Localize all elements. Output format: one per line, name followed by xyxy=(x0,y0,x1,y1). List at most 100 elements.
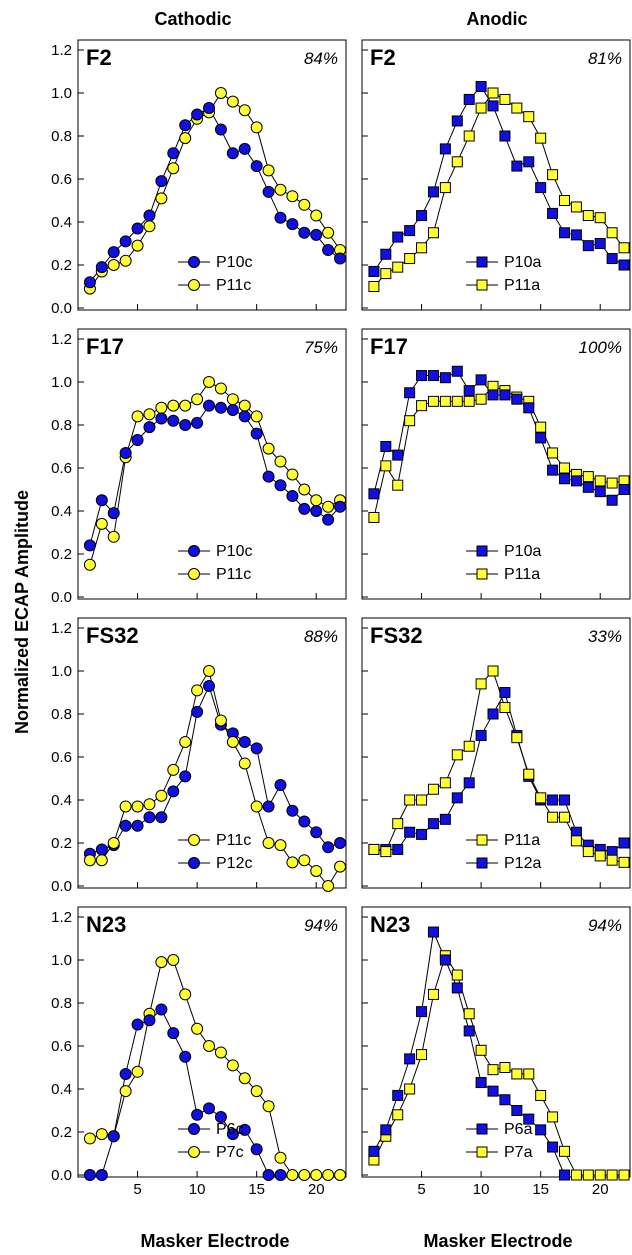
point-p10c xyxy=(95,494,108,507)
point-p10c xyxy=(238,142,251,155)
point-p7c xyxy=(83,1132,96,1145)
point-p7a xyxy=(416,1049,428,1061)
point-p10a xyxy=(392,231,404,243)
point-p10a xyxy=(463,93,475,105)
point-p7a xyxy=(558,1145,570,1157)
point-p11a xyxy=(618,242,630,254)
legend-marker xyxy=(188,279,200,291)
point-p10c xyxy=(155,175,168,188)
point-p11a xyxy=(558,195,570,206)
point-p10c xyxy=(322,513,335,526)
point-p10a xyxy=(535,432,547,444)
point-p7c xyxy=(274,1151,287,1164)
point-p6a xyxy=(475,1077,487,1089)
point-p10a xyxy=(570,229,582,241)
point-p11a xyxy=(380,846,392,858)
point-p11a xyxy=(451,749,463,761)
point-p11c xyxy=(238,399,251,412)
point-p6a xyxy=(523,1113,535,1125)
point-p6a xyxy=(392,1089,404,1101)
point-p11a xyxy=(487,87,499,99)
panel-frame xyxy=(361,906,631,1178)
point-p6a xyxy=(499,1094,511,1106)
point-p10c xyxy=(214,401,227,414)
point-p10c xyxy=(298,502,311,515)
point-p11c xyxy=(238,104,251,117)
point-p7a xyxy=(404,1083,416,1095)
column-title-cathodic: Cathodic xyxy=(154,9,231,29)
point-p12c xyxy=(238,735,251,748)
x-tick-label: 20 xyxy=(592,1181,609,1198)
panel-frame xyxy=(361,328,631,600)
point-p11c xyxy=(191,393,204,406)
point-p11c xyxy=(286,190,299,203)
point-p10c xyxy=(95,261,108,274)
y-tick-label: 0.8 xyxy=(51,706,72,723)
point-p12c xyxy=(167,785,180,798)
point-p11a xyxy=(463,395,475,407)
point-p10c xyxy=(274,479,287,492)
panel-fs32-cathodic: 0.0 0.2 0.4 0.6 0.8 1.0 1.2 FS32 88% P11c P12c xyxy=(51,617,347,895)
point-p10c xyxy=(155,412,168,425)
point-p11a xyxy=(594,850,606,862)
point-p6a xyxy=(558,1169,570,1181)
panel-frame xyxy=(77,39,347,311)
legend-label: P12c xyxy=(216,855,252,872)
point-p11a xyxy=(451,395,463,407)
point-p10c xyxy=(83,276,96,289)
point-p12c xyxy=(203,680,216,693)
legend-label: P10c xyxy=(216,543,252,560)
point-p10c xyxy=(143,421,156,434)
point-p11c xyxy=(310,864,323,877)
point-p11c xyxy=(274,183,287,196)
point-p10a xyxy=(582,481,594,493)
y-tick-label: 0.2 xyxy=(51,257,72,274)
point-p10c xyxy=(167,147,180,160)
legend-label: P7a xyxy=(504,1144,533,1161)
legend-label: P11a xyxy=(504,277,540,294)
point-p11a xyxy=(499,93,511,105)
point-p10c xyxy=(214,123,227,136)
point-p10c xyxy=(143,209,156,222)
percent-label: 94% xyxy=(588,916,622,935)
panel-n23-anodic: 5 10 15 20 N23 94% P6a P7a xyxy=(361,906,631,1198)
point-p11c xyxy=(250,121,263,134)
point-p11c xyxy=(143,798,156,811)
point-p7c xyxy=(131,1065,144,1078)
y-tick-label: 1.2 xyxy=(51,909,72,926)
point-p11a xyxy=(606,477,618,489)
point-p6c xyxy=(262,1169,275,1181)
point-p12a xyxy=(547,794,559,806)
point-p7a xyxy=(427,988,439,1000)
point-p11c xyxy=(95,854,108,867)
y-tick-label: 0.4 xyxy=(51,1081,72,1098)
point-p7c xyxy=(155,956,168,969)
y-tick-label: 1.2 xyxy=(51,331,72,348)
point-p10a xyxy=(392,449,404,461)
point-p11a xyxy=(463,740,475,752)
point-p11c xyxy=(226,735,239,748)
point-p10c xyxy=(310,228,323,241)
legend-marker xyxy=(188,857,200,869)
point-p11c xyxy=(167,763,180,776)
point-p10c xyxy=(322,243,335,256)
legend-label: P6c xyxy=(216,1121,244,1138)
point-p11a xyxy=(368,843,380,855)
point-p11c xyxy=(83,854,96,867)
point-p6c xyxy=(95,1169,108,1181)
series-line-p11a xyxy=(373,670,625,863)
point-p11a xyxy=(380,460,392,472)
point-p12c xyxy=(119,819,132,832)
series-line-p10a xyxy=(373,370,625,501)
point-p10c xyxy=(226,403,239,416)
legend-marker xyxy=(188,568,200,580)
legend-marker xyxy=(188,1123,200,1135)
y-tick-label: 0.2 xyxy=(51,835,72,852)
point-p11c xyxy=(298,483,311,496)
point-p7c xyxy=(250,1085,263,1098)
point-p10c xyxy=(262,470,275,483)
point-p11c xyxy=(250,410,263,423)
point-p11a xyxy=(463,130,475,142)
series-line-p10a xyxy=(373,85,625,272)
subject-label: F17 xyxy=(86,334,124,359)
